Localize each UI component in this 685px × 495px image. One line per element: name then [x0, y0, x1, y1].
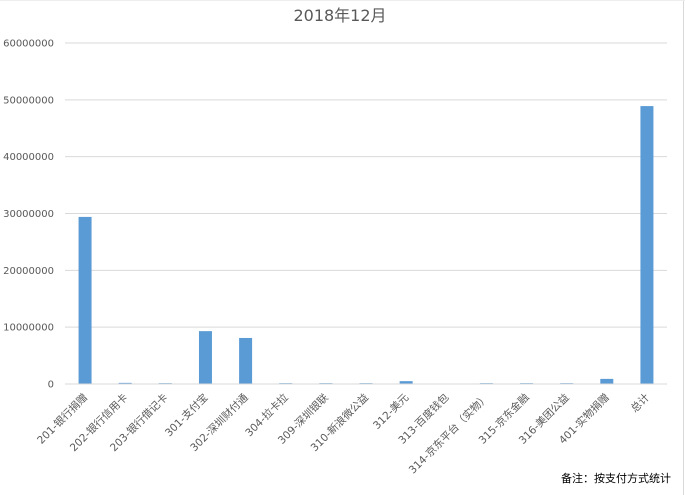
y-tick-label: 20000000 — [3, 266, 54, 277]
y-axis-tick-labels: 0 10000000 20000000 30000000 40000000 5000000… — [3, 39, 54, 391]
y-tick-label: 50000000 — [3, 95, 54, 106]
chart-right-edge — [683, 0, 684, 495]
y-tick-label: 0 — [48, 380, 54, 391]
x-tick-label: 314-京东平台（实物） — [406, 391, 491, 476]
bars — [78, 106, 654, 385]
y-tick-label: 60000000 — [3, 39, 54, 50]
y-tick-label: 40000000 — [3, 152, 54, 163]
x-axis-tick-labels: 201-银行捐赠202-银行信用卡203-银行借记卡301-支付宝302-深圳财… — [34, 391, 652, 477]
bar — [198, 331, 212, 384]
bar — [78, 216, 92, 384]
y-tick-label: 30000000 — [3, 209, 54, 220]
bar — [399, 381, 413, 384]
chart-title: 2018年12月 — [293, 6, 386, 25]
gridlines — [65, 42, 667, 328]
x-tick-label: 总计 — [628, 391, 652, 415]
footnote: 备注：按支付方式统计 — [561, 472, 671, 485]
y-tick-label: 10000000 — [3, 323, 54, 334]
bar — [600, 378, 614, 384]
bar — [640, 106, 654, 385]
bar — [239, 337, 253, 384]
x-tick-label: 312-美元 — [370, 391, 411, 432]
bar — [118, 382, 132, 384]
chart-top-edge — [0, 0, 685, 1]
